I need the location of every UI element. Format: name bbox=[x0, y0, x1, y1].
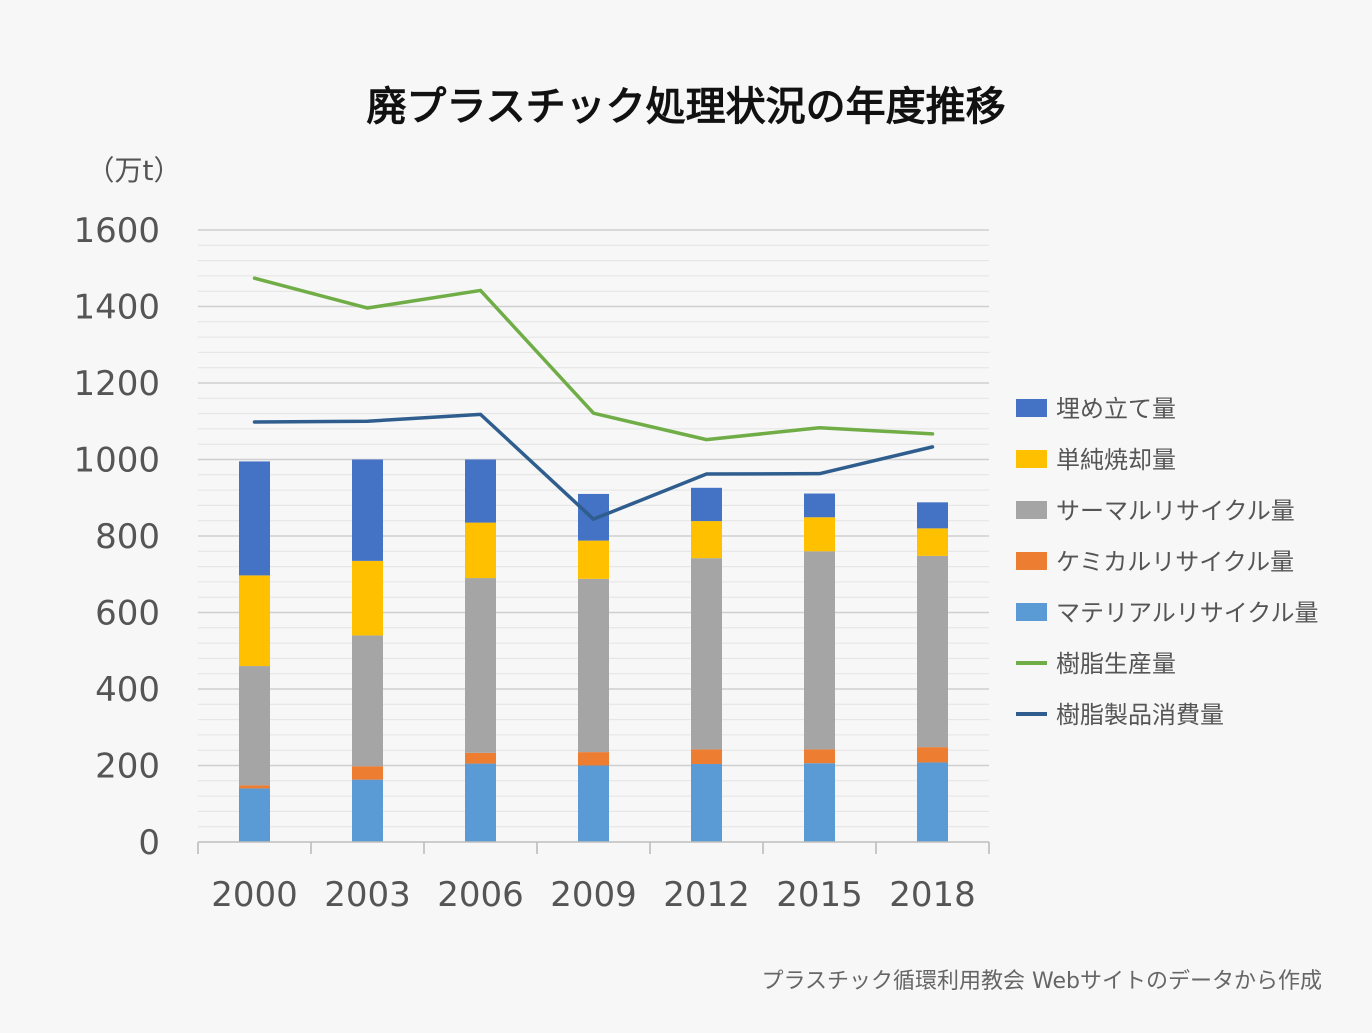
bar-segment bbox=[465, 578, 496, 753]
legend: 埋め立て量単純焼却量サーマルリサイクル量ケミカルリサイクル量マテリアルリサイクル… bbox=[1016, 395, 1319, 729]
bar-segment bbox=[578, 765, 609, 842]
bar-segment bbox=[239, 785, 270, 789]
x-tick-label: 2012 bbox=[663, 875, 750, 915]
legend-label: ケミカルリサイクル量 bbox=[1056, 548, 1294, 576]
y-axis-unit-label: （万t） bbox=[87, 154, 182, 187]
bar-segment bbox=[465, 459, 496, 523]
legend-swatch bbox=[1016, 501, 1047, 519]
bar-segment bbox=[917, 747, 948, 763]
legend-swatch bbox=[1016, 450, 1047, 468]
y-tick-label: 800 bbox=[95, 517, 160, 557]
bar-segment bbox=[578, 540, 609, 579]
bar-segment bbox=[917, 762, 948, 842]
bar-segment bbox=[465, 522, 496, 579]
bar-segment bbox=[578, 578, 609, 753]
legend-label: マテリアルリサイクル量 bbox=[1056, 599, 1319, 627]
bar-segment bbox=[917, 502, 948, 529]
y-tick-label: 0 bbox=[138, 823, 160, 863]
bar-segment bbox=[691, 487, 722, 522]
x-tick-label: 2006 bbox=[437, 875, 524, 915]
bar-layer bbox=[239, 459, 948, 842]
series-line bbox=[252, 412, 935, 521]
series-line bbox=[252, 276, 935, 442]
bar-segment bbox=[239, 575, 270, 667]
legend-label: 単純焼却量 bbox=[1056, 446, 1176, 474]
bar-segment bbox=[239, 788, 270, 842]
bar-segment bbox=[804, 517, 835, 552]
legend-swatch bbox=[1016, 552, 1047, 570]
legend-label: 埋め立て量 bbox=[1056, 395, 1176, 423]
bar-segment bbox=[239, 461, 270, 576]
bar-segment bbox=[465, 763, 496, 842]
axis-layer: 0 200 400 600 800 1000 1200 1400 1600 2000 2003 200… bbox=[73, 211, 990, 915]
bar-segment bbox=[691, 521, 722, 559]
legend-label: 樹脂製品消費量 bbox=[1056, 701, 1224, 729]
bar-segment bbox=[352, 766, 383, 780]
bar-segment bbox=[917, 555, 948, 748]
bar-segment bbox=[465, 752, 496, 764]
y-tick-label: 1600 bbox=[73, 211, 160, 251]
bar-segment bbox=[804, 749, 835, 764]
bar-segment bbox=[352, 560, 383, 636]
bar-segment bbox=[804, 493, 835, 518]
legend-swatch bbox=[1016, 603, 1047, 621]
bar-segment bbox=[578, 752, 609, 766]
bar-segment bbox=[691, 749, 722, 764]
x-tick-label: 2003 bbox=[324, 875, 411, 915]
y-tick-label: 1200 bbox=[73, 364, 160, 404]
bar-segment bbox=[691, 558, 722, 750]
bar-segment bbox=[352, 635, 383, 767]
y-tick-label: 400 bbox=[95, 670, 160, 710]
y-tick-label: 1000 bbox=[73, 441, 160, 481]
bar-segment bbox=[691, 763, 722, 842]
bar-segment bbox=[352, 459, 383, 561]
legend-label: サーマルリサイクル量 bbox=[1056, 497, 1295, 525]
bar-segment bbox=[352, 779, 383, 842]
legend-label: 樹脂生産量 bbox=[1056, 650, 1176, 678]
chart-title: 廃プラスチック処理状況の年度推移 bbox=[366, 84, 1005, 130]
x-tick-label: 2009 bbox=[550, 875, 637, 915]
y-tick-label: 1400 bbox=[73, 288, 160, 328]
y-tick-label: 600 bbox=[95, 594, 160, 634]
bar-segment bbox=[239, 666, 270, 786]
source-note: プラスチック循環利用教会 Webサイトのデータから作成 bbox=[761, 969, 1322, 994]
legend-swatch bbox=[1016, 399, 1047, 417]
y-tick-label: 200 bbox=[95, 747, 160, 787]
line-layer bbox=[252, 276, 935, 521]
x-tick-label: 2000 bbox=[211, 875, 298, 915]
x-tick-label: 2018 bbox=[889, 875, 976, 915]
bar-segment bbox=[804, 763, 835, 842]
bar-segment bbox=[804, 551, 835, 750]
bar-segment bbox=[917, 528, 948, 556]
x-tick-label: 2015 bbox=[776, 875, 863, 915]
